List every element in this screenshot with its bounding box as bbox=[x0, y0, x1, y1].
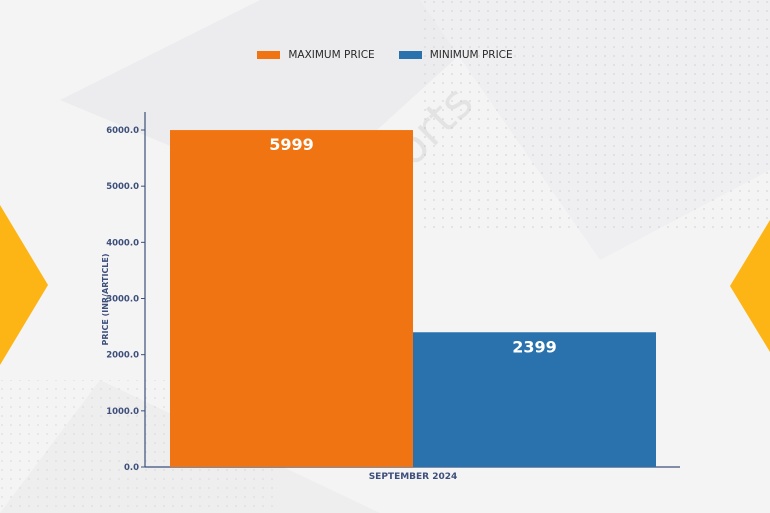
legend-label-maximum: MAXIMUM PRICE bbox=[288, 49, 375, 61]
data-label-minimum: 2399 bbox=[512, 337, 557, 356]
y-tick-label: 0.0 bbox=[124, 463, 139, 473]
legend-item-maximum: MAXIMUM PRICE bbox=[257, 49, 375, 61]
legend: MAXIMUM PRICE MINIMUM PRICE bbox=[0, 49, 770, 61]
legend-label-minimum: MINIMUM PRICE bbox=[429, 49, 513, 61]
bar-minimum-price bbox=[413, 332, 656, 467]
legend-swatch-maximum bbox=[257, 51, 281, 59]
legend-item-minimum: MINIMUM PRICE bbox=[398, 49, 513, 61]
y-tick-label: 2000.0 bbox=[106, 351, 139, 361]
y-tick-label: 5000.0 bbox=[106, 182, 139, 192]
y-tick-label: 1000.0 bbox=[106, 407, 139, 417]
left-accent-shape bbox=[0, 205, 48, 365]
bar-maximum-price bbox=[170, 130, 413, 468]
y-tick-label: 6000.0 bbox=[106, 126, 139, 136]
right-accent-shape bbox=[730, 220, 770, 352]
legend-swatch-minimum bbox=[398, 51, 422, 59]
y-tick-label: 3000.0 bbox=[106, 295, 139, 305]
y-tick-label: 4000.0 bbox=[106, 238, 139, 248]
x-category-label: SEPTEMBER 2024 bbox=[369, 472, 458, 482]
y-axis-label: PRICE (INR/ARTICLE) bbox=[101, 253, 110, 345]
data-label-maximum: 5999 bbox=[269, 135, 314, 154]
